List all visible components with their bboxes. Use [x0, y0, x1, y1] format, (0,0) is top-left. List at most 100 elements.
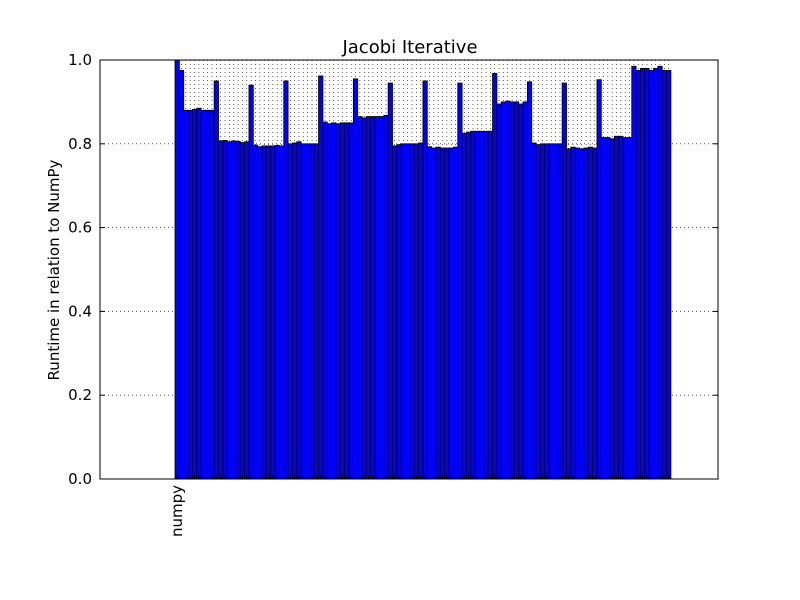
bar: [322, 121, 328, 480]
bar: [309, 143, 315, 480]
bar: [466, 131, 472, 480]
bar: [305, 143, 311, 480]
bar: [566, 148, 572, 480]
bar: [592, 147, 598, 480]
bar: [383, 114, 389, 480]
bar: [570, 146, 576, 480]
bar: [579, 148, 585, 480]
bar: [387, 82, 393, 480]
bar: [461, 132, 467, 480]
bar: [505, 100, 511, 480]
bar: [531, 142, 537, 480]
bar: [544, 143, 550, 480]
bar: [631, 65, 637, 480]
bar: [396, 144, 402, 480]
bar: [222, 140, 228, 480]
bar: [627, 137, 633, 480]
bar: [287, 143, 293, 480]
bar: [500, 101, 506, 480]
bar: [265, 145, 272, 480]
bar: [483, 130, 489, 480]
bar: [392, 145, 398, 480]
x-tick-label: numpy: [168, 485, 186, 537]
bar: [270, 145, 276, 480]
bar: [600, 137, 607, 480]
bar: [653, 67, 659, 480]
y-tick-label: 0.4: [68, 302, 92, 320]
bar: [218, 140, 224, 480]
bar: [339, 122, 346, 480]
bar: [248, 84, 254, 480]
bar: [331, 122, 337, 480]
bar: [439, 147, 446, 480]
bar: [261, 145, 267, 480]
bar: [513, 101, 520, 480]
y-axis-label: Runtime in relation to NumPy: [45, 159, 63, 380]
bar: [435, 146, 441, 480]
y-tick-label: 0.8: [68, 135, 92, 153]
bar: [426, 146, 433, 480]
bar: [648, 70, 654, 480]
bar: [239, 142, 245, 480]
bar: [235, 140, 241, 480]
bar: [509, 101, 515, 480]
bar: [348, 122, 354, 480]
bar: [635, 70, 641, 480]
bar: [374, 116, 380, 480]
bar: [257, 146, 263, 480]
bar: [200, 109, 206, 480]
bar: [518, 103, 524, 480]
bar: [657, 65, 663, 480]
bar: [318, 75, 324, 480]
bar: [535, 144, 541, 480]
bar: [431, 147, 437, 480]
bar: [583, 147, 589, 480]
bar: [361, 117, 367, 480]
bar: [379, 116, 385, 480]
bar: [300, 143, 306, 480]
bar: [405, 143, 411, 480]
bar: [661, 70, 667, 480]
axes-frame: [99, 59, 719, 480]
y-tick-label: 0.0: [68, 470, 92, 488]
y-tick-label: 0.6: [68, 219, 92, 237]
bar: [479, 130, 485, 480]
bar: [178, 70, 185, 480]
bar: [278, 145, 285, 480]
bar: [622, 137, 628, 480]
bar: [487, 130, 493, 480]
bar: [561, 82, 567, 480]
bar: [613, 135, 620, 480]
bar: [352, 78, 359, 480]
y-tick-label: 1.0: [68, 51, 92, 69]
bar: [457, 82, 463, 480]
bar: [252, 144, 259, 480]
bar: [292, 142, 298, 480]
bar: [496, 103, 502, 480]
bar: [400, 143, 406, 480]
bar: [574, 147, 580, 480]
bar: [540, 143, 546, 480]
bar: [365, 116, 372, 480]
bar: [596, 79, 602, 480]
bar: [357, 116, 363, 480]
bar: [344, 122, 350, 480]
bar: [213, 80, 219, 480]
bar: [492, 73, 498, 480]
bar: [557, 143, 563, 480]
bar: [526, 81, 533, 480]
bar: [553, 143, 559, 480]
bar: [587, 146, 593, 480]
bar: [409, 143, 415, 480]
bar: [452, 146, 459, 480]
bar: [244, 141, 250, 480]
bar: [474, 130, 480, 480]
bar: [183, 109, 189, 480]
bar: [370, 116, 376, 480]
bar: [313, 143, 319, 480]
bar: [187, 109, 193, 480]
bar: [196, 107, 202, 480]
bar: [191, 109, 198, 480]
bar: [283, 80, 289, 480]
